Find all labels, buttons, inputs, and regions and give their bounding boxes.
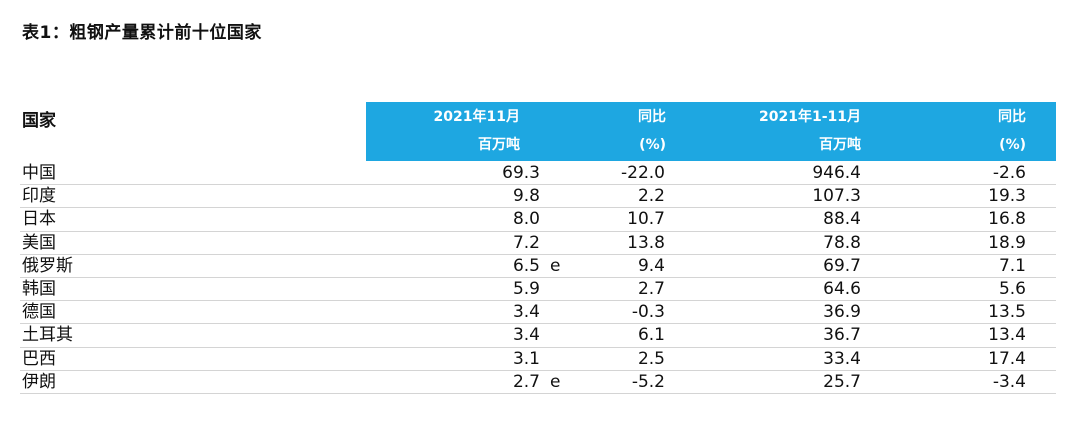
country-name: 韩国: [22, 278, 56, 299]
ytd-output: 946.4: [812, 163, 861, 183]
table-row: 巴西 3.1 2.5 33.4 17.4: [20, 348, 1056, 371]
nov-yoy: 13.8: [627, 232, 665, 253]
header-yoy-nov: 同比: [638, 109, 666, 125]
ytd-yoy: 7.1: [998, 255, 1026, 276]
table-row: 印度 9.8 2.2 107.3 19.3: [20, 185, 1056, 209]
ytd-yoy: 17.4: [988, 348, 1026, 369]
header-unit-nov: 百万吨: [478, 137, 520, 153]
nov-yoy: -5.2: [631, 371, 665, 392]
ytd-output: 64.6: [823, 278, 861, 299]
country-name: 美国: [22, 232, 56, 253]
ytd-output: 25.7: [823, 371, 861, 392]
country-name: 日本: [22, 209, 56, 230]
header-ytd-2021: 2021年1-11月: [759, 109, 861, 125]
nov-output: 9.8: [512, 186, 540, 207]
table-row: 伊朗 2.7 e -5.2 25.7 -3.4: [20, 371, 1056, 394]
nov-output: 3.4: [512, 325, 540, 346]
ytd-yoy: 19.3: [988, 186, 1026, 207]
header-pct-ytd: (%): [999, 137, 1026, 153]
table-row: 土耳其 3.4 6.1 36.7 13.4: [20, 324, 1056, 348]
nov-yoy: 6.1: [637, 325, 665, 346]
nov-yoy: 10.7: [627, 209, 665, 230]
nov-output: 2.7: [512, 371, 540, 392]
nov-yoy: 9.4: [637, 255, 665, 276]
ytd-output: 33.4: [823, 348, 861, 369]
table-title: 表1：粗钢产量累计前十位国家: [22, 23, 262, 43]
nov-yoy: 2.5: [637, 348, 665, 369]
header-unit-ytd: 百万吨: [819, 137, 861, 153]
ytd-yoy: 13.4: [988, 325, 1026, 346]
country-name: 土耳其: [22, 325, 73, 346]
table-row: 韩国 5.9 2.7 64.6 5.6: [20, 278, 1056, 302]
table-row: 德国 3.4 -0.3 36.9 13.5: [20, 301, 1056, 325]
ytd-output: 36.9: [823, 302, 861, 323]
country-name: 伊朗: [22, 371, 56, 392]
ytd-output: 69.7: [823, 255, 861, 276]
ytd-output: 88.4: [823, 209, 861, 230]
ytd-yoy: 16.8: [988, 209, 1026, 230]
nov-output: 6.5: [512, 255, 540, 276]
country-name: 巴西: [22, 348, 56, 369]
table-row: 美国 7.2 13.8 78.8 18.9: [20, 232, 1056, 255]
ytd-output: 36.7: [823, 325, 861, 346]
table-row: 中国 69.3 -22.0 946.4 -2.6: [20, 162, 1056, 186]
nov-yoy: 2.2: [637, 186, 665, 207]
nov-output: 69.3: [502, 163, 540, 183]
ytd-yoy: -3.4: [992, 371, 1026, 392]
nov-output: 8.0: [512, 209, 540, 230]
country-name: 印度: [22, 186, 56, 207]
nov-yoy: -22.0: [621, 163, 665, 183]
ytd-yoy: -2.6: [992, 163, 1026, 183]
header-yoy-ytd: 同比: [998, 109, 1026, 125]
nov-yoy: 2.7: [637, 278, 665, 299]
country-name: 俄罗斯: [22, 255, 73, 276]
nov-output: 3.4: [512, 302, 540, 323]
nov-output: 5.9: [512, 278, 540, 299]
nov-output: 3.1: [512, 348, 540, 369]
nov-output: 7.2: [512, 232, 540, 253]
country-name: 德国: [22, 302, 56, 323]
country-column-header: 国家: [22, 111, 56, 131]
estimate-flag: e: [550, 255, 561, 276]
ytd-yoy: 13.5: [988, 302, 1026, 323]
ytd-output: 78.8: [823, 232, 861, 253]
ytd-yoy: 18.9: [988, 232, 1026, 253]
table-row: 日本 8.0 10.7 88.4 16.8: [20, 208, 1056, 232]
header-pct-nov: (%): [639, 137, 666, 153]
table-header-band: 2021年11月 同比 2021年1-11月 同比 百万吨 (%) 百万吨 (%…: [366, 102, 1056, 161]
nov-yoy: -0.3: [631, 302, 665, 323]
ytd-output: 107.3: [812, 186, 861, 207]
table-body: 中国 69.3 -22.0 946.4 -2.6 印度 9.8 2.2 107.…: [20, 162, 1056, 394]
table-row: 俄罗斯 6.5 e 9.4 69.7 7.1: [20, 255, 1056, 278]
estimate-flag: e: [550, 371, 561, 392]
header-nov-2021: 2021年11月: [433, 109, 520, 125]
country-name: 中国: [22, 163, 56, 183]
ytd-yoy: 5.6: [998, 278, 1026, 299]
